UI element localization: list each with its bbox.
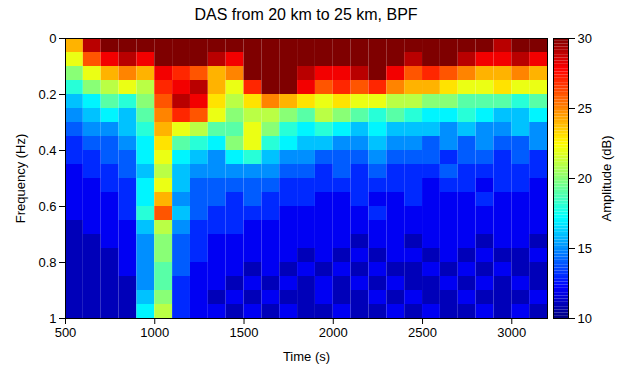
- svg-text:0.4: 0.4: [38, 143, 56, 158]
- svg-text:2000: 2000: [319, 325, 348, 340]
- svg-text:2500: 2500: [408, 325, 437, 340]
- svg-text:1: 1: [49, 311, 56, 326]
- html-text:DAS from 20 km to 25 km, BPF: DAS from 20 km to 25 km, BPF: [194, 6, 418, 23]
- svg-text:1500: 1500: [230, 325, 259, 340]
- svg-text:500: 500: [55, 325, 77, 340]
- svg-text:Amplitude (dB): Amplitude (dB): [599, 136, 614, 222]
- svg-text:25: 25: [578, 101, 592, 116]
- svg-text:0.2: 0.2: [38, 87, 56, 102]
- svg-text:0: 0: [49, 31, 56, 46]
- svg-text:15: 15: [578, 241, 592, 256]
- svg-text:30: 30: [578, 31, 592, 46]
- svg-text:20: 20: [578, 171, 592, 186]
- svg-text:0.8: 0.8: [38, 255, 56, 270]
- svg-text:0.6: 0.6: [38, 199, 56, 214]
- svg-text:10: 10: [578, 311, 592, 326]
- svg-text:Time (s): Time (s): [283, 349, 330, 364]
- svg-text:1000: 1000: [140, 325, 169, 340]
- svg-text:3000: 3000: [497, 325, 526, 340]
- svg-text:Frequency (Hz): Frequency (Hz): [13, 134, 28, 224]
